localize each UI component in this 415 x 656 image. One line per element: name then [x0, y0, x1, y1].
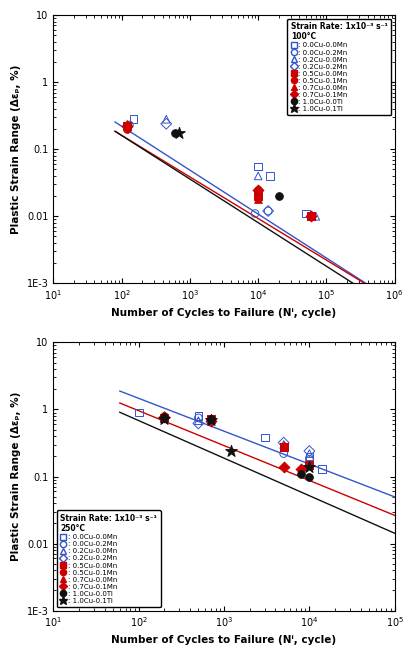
Point [276, 191, 282, 201]
Point [161, 411, 168, 421]
Point [312, 211, 319, 222]
Point [306, 471, 312, 482]
Point [255, 171, 261, 181]
Point [308, 211, 315, 222]
Point [208, 415, 214, 425]
Point [319, 464, 325, 474]
Point [208, 414, 214, 424]
Point [306, 446, 312, 457]
Point [281, 440, 287, 450]
Point [124, 124, 130, 134]
Point [161, 411, 168, 422]
Point [281, 448, 287, 459]
Point [298, 464, 305, 474]
Point [255, 184, 261, 195]
Point [171, 128, 178, 138]
Point [195, 415, 202, 426]
X-axis label: Number of Cycles to Failure (Nⁱ, cycle): Number of Cycles to Failure (Nⁱ, cycle) [112, 635, 337, 645]
Point [124, 121, 130, 131]
Point [261, 432, 268, 443]
Point [124, 121, 130, 131]
Point [227, 446, 234, 457]
Point [306, 459, 312, 470]
Point [308, 211, 315, 222]
Point [298, 468, 305, 479]
X-axis label: Number of Cycles to Failure (Nⁱ, cycle): Number of Cycles to Failure (Nⁱ, cycle) [112, 308, 337, 318]
Point [281, 440, 287, 450]
Point [306, 448, 312, 459]
Point [267, 171, 273, 181]
Y-axis label: Plastic Strain Range (Δεₚ, %): Plastic Strain Range (Δεₚ, %) [11, 64, 21, 234]
Point [308, 211, 315, 222]
Point [161, 413, 168, 423]
Point [195, 411, 202, 421]
Point [306, 459, 312, 470]
Point [163, 114, 170, 125]
Point [306, 454, 312, 464]
Point [252, 208, 259, 218]
Point [161, 410, 168, 420]
Point [281, 438, 287, 448]
Point [195, 418, 202, 428]
Point [265, 206, 271, 216]
Point [255, 184, 261, 195]
Point [306, 462, 312, 472]
Point [306, 451, 312, 462]
Point [255, 194, 261, 205]
Point [265, 206, 271, 216]
Point [163, 119, 170, 129]
Point [208, 414, 214, 424]
Legend: : 0.0Cu-0.0Mn, : 0.0Cu-0.2Mn, : 0.2Cu-0.0Mn, : 0.2Cu-0.2Mn, : 0.5Cu-0.0Mn, : 0.5: : 0.0Cu-0.0Mn, : 0.0Cu-0.2Mn, : 0.2Cu-0.… [287, 18, 391, 115]
Point [208, 414, 214, 424]
Point [208, 415, 214, 426]
Point [255, 161, 261, 172]
Point [208, 415, 214, 426]
Point [126, 120, 133, 131]
Point [161, 414, 168, 424]
Point [281, 462, 287, 472]
Point [255, 191, 261, 201]
Point [281, 441, 287, 452]
Point [135, 407, 142, 418]
Point [161, 411, 168, 422]
Point [130, 114, 137, 125]
Point [306, 459, 312, 470]
Legend: : 0.0Cu-0.0Mn, : 0.0Cu-0.2Mn, : 0.2Cu-0.0Mn, : 0.2Cu-0.2Mn, : 0.5Cu-0.0Mn, : 0.5: : 0.0Cu-0.0Mn, : 0.0Cu-0.2Mn, : 0.2Cu-0.… [57, 510, 161, 607]
Point [281, 441, 287, 452]
Point [308, 211, 315, 222]
Y-axis label: Plastic Strain Range (Δεₚ, %): Plastic Strain Range (Δεₚ, %) [11, 392, 21, 562]
Point [176, 128, 183, 138]
Point [124, 119, 130, 129]
Point [208, 415, 214, 426]
Point [303, 208, 309, 218]
Point [195, 413, 202, 423]
Point [281, 441, 287, 452]
